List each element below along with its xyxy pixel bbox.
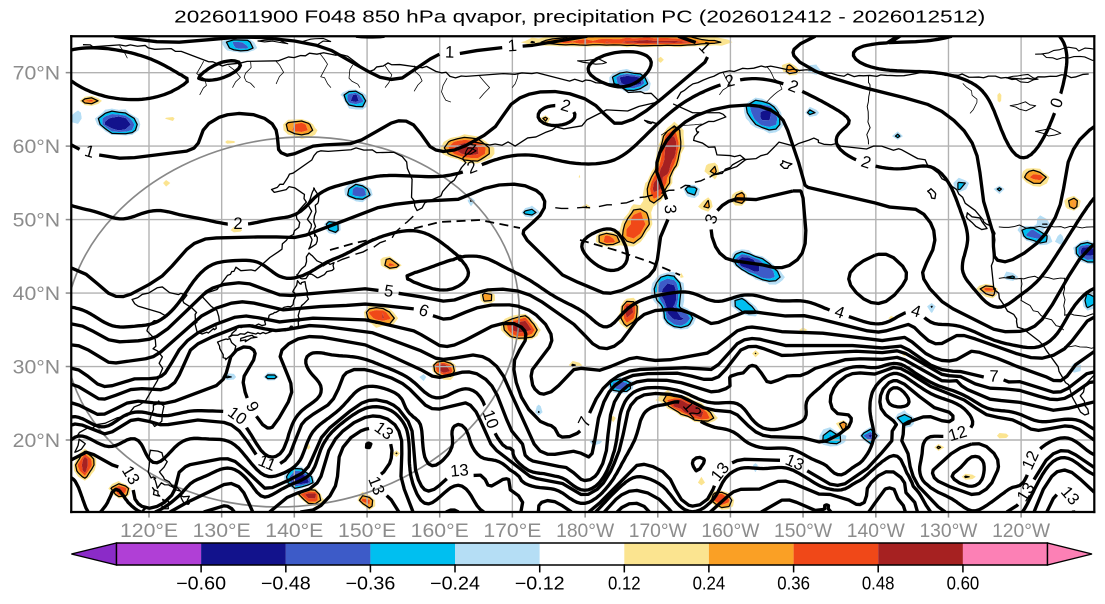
svg-text:150°W: 150°W xyxy=(774,520,833,542)
svg-text:160°E: 160°E xyxy=(411,520,469,542)
svg-text:20°N: 20°N xyxy=(13,430,61,452)
svg-text:40°N: 40°N xyxy=(13,283,61,305)
svg-text:170°W: 170°W xyxy=(629,520,688,542)
svg-text:50°N: 50°N xyxy=(13,210,61,232)
svg-text:0.36: 0.36 xyxy=(777,574,810,594)
svg-text:120°E: 120°E xyxy=(120,520,178,542)
svg-text:−0.48: −0.48 xyxy=(261,574,311,594)
svg-text:12: 12 xyxy=(946,422,969,446)
svg-text:0.48: 0.48 xyxy=(862,574,895,594)
svg-text:170°E: 170°E xyxy=(483,520,541,542)
svg-text:1: 1 xyxy=(507,36,518,56)
svg-text:0.12: 0.12 xyxy=(608,574,641,594)
svg-text:140°W: 140°W xyxy=(847,520,906,542)
svg-text:160°W: 160°W xyxy=(701,520,760,542)
svg-text:10: 10 xyxy=(479,407,503,431)
svg-text:0.24: 0.24 xyxy=(693,574,726,594)
svg-text:13: 13 xyxy=(449,460,469,481)
svg-text:−0.60: −0.60 xyxy=(176,574,226,594)
svg-text:7: 7 xyxy=(989,367,999,386)
svg-text:1: 1 xyxy=(445,43,455,62)
svg-text:−0.12: −0.12 xyxy=(515,574,565,594)
svg-text:120°W: 120°W xyxy=(992,520,1051,542)
svg-text:2: 2 xyxy=(723,71,737,92)
svg-text:130°W: 130°W xyxy=(919,520,978,542)
svg-text:30°N: 30°N xyxy=(13,357,61,379)
svg-text:−0.24: −0.24 xyxy=(430,574,480,594)
svg-text:2: 2 xyxy=(233,214,242,233)
svg-text:11: 11 xyxy=(255,451,278,475)
svg-text:150°E: 150°E xyxy=(338,520,396,542)
svg-text:60°N: 60°N xyxy=(13,136,61,158)
svg-text:5: 5 xyxy=(383,281,395,301)
svg-text:2026011900 F048 850 hPa qvapor: 2026011900 F048 850 hPa qvapor, precipit… xyxy=(174,6,985,26)
svg-text:0.60: 0.60 xyxy=(947,574,980,594)
svg-text:180°W: 180°W xyxy=(556,520,615,542)
svg-text:130°E: 130°E xyxy=(193,520,251,542)
svg-text:3: 3 xyxy=(660,204,680,215)
svg-text:140°E: 140°E xyxy=(265,520,323,542)
svg-text:70°N: 70°N xyxy=(13,63,61,85)
svg-text:−0.36: −0.36 xyxy=(345,574,395,594)
